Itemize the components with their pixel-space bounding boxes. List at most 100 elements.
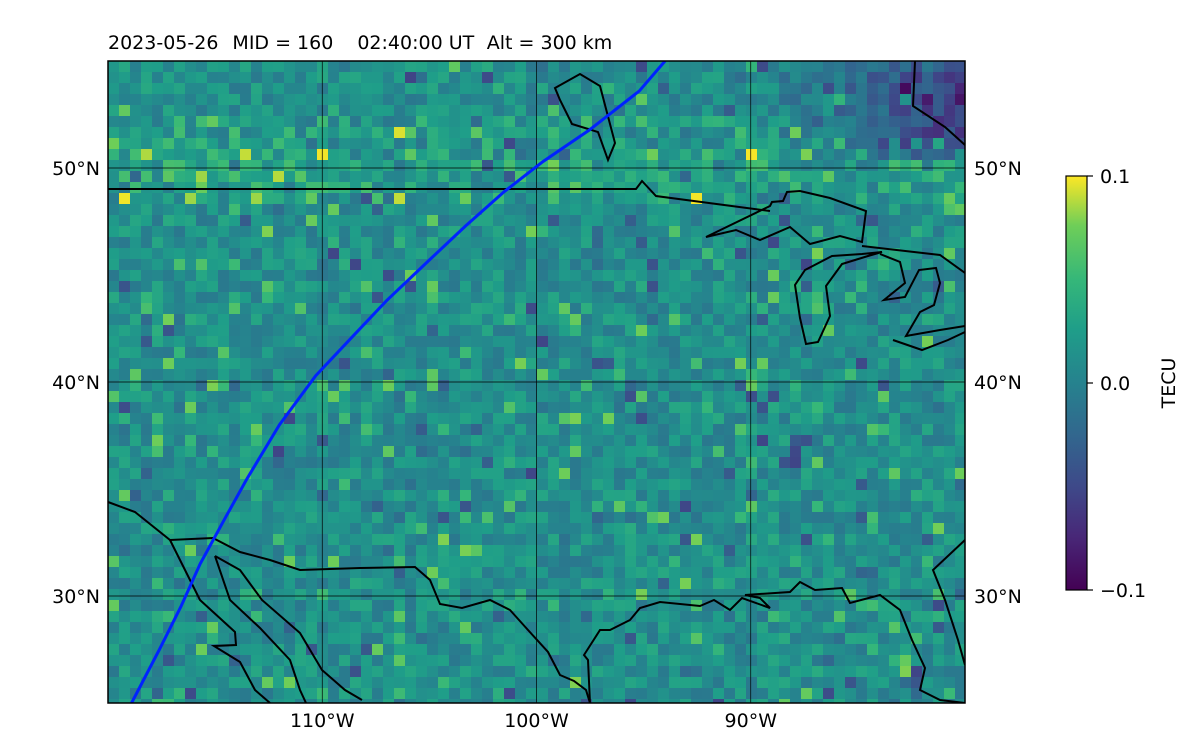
tec-cell (669, 105, 680, 116)
tec-cell (724, 578, 735, 589)
tec-cell (867, 589, 878, 600)
tec-cell (306, 446, 317, 457)
tec-cell (394, 391, 405, 402)
tec-cell (570, 292, 581, 303)
tec-cell (823, 226, 834, 237)
tec-cell (647, 457, 658, 468)
tec-cell (933, 424, 944, 435)
tec-cell (405, 644, 416, 655)
tec-cell (240, 116, 251, 127)
tec-cell (427, 281, 438, 292)
tec-cell (647, 248, 658, 259)
tec-cell (680, 226, 691, 237)
tec-cell (372, 666, 383, 677)
tec-cell (779, 380, 790, 391)
tec-cell (471, 644, 482, 655)
tec-cell (548, 215, 559, 226)
tec-cell (471, 666, 482, 677)
tec-cell (405, 567, 416, 578)
tec-cell (273, 457, 284, 468)
tec-cell (141, 435, 152, 446)
tec-cell (955, 127, 965, 138)
tec-cell (779, 446, 790, 457)
tec-cell (812, 644, 823, 655)
tec-cell (152, 391, 163, 402)
tec-cell (724, 171, 735, 182)
tec-cell (779, 325, 790, 336)
tec-cell (207, 127, 218, 138)
tec-cell (141, 699, 152, 703)
tec-cell (713, 347, 724, 358)
tec-cell (691, 138, 702, 149)
tec-cell (592, 248, 603, 259)
tec-cell (218, 215, 229, 226)
tec-cell (581, 116, 592, 127)
tec-cell (295, 644, 306, 655)
tec-cell (724, 600, 735, 611)
tec-cell (306, 655, 317, 666)
tec-cell (339, 237, 350, 248)
tec-cell (955, 402, 965, 413)
tec-cell (284, 83, 295, 94)
tec-cell (812, 83, 823, 94)
lat-label-right: 40°N (974, 372, 1022, 394)
tec-cell (207, 424, 218, 435)
tec-cell (240, 446, 251, 457)
tec-cell (889, 127, 900, 138)
tec-cell (581, 248, 592, 259)
tec-cell (284, 314, 295, 325)
tec-cell (592, 402, 603, 413)
tec-cell (328, 457, 339, 468)
tec-cell (295, 501, 306, 512)
tec-cell (691, 347, 702, 358)
tec-cell (746, 193, 757, 204)
tec-cell (449, 633, 460, 644)
tec-cell (625, 127, 636, 138)
tec-cell (284, 424, 295, 435)
tec-cell (405, 105, 416, 116)
tec-cell (262, 424, 273, 435)
tec-cell (955, 479, 965, 490)
tec-cell (273, 435, 284, 446)
tec-cell (526, 567, 537, 578)
tec-cell (526, 358, 537, 369)
tec-cell (614, 402, 625, 413)
tec-cell (306, 391, 317, 402)
tec-cell (669, 248, 680, 259)
tec-cell (746, 270, 757, 281)
tec-cell (889, 182, 900, 193)
tec-cell (713, 556, 724, 567)
tec-cell (207, 204, 218, 215)
tec-cell (361, 182, 372, 193)
tec-cell (185, 391, 196, 402)
tec-cell (515, 677, 526, 688)
tec-cell (922, 457, 933, 468)
tec-cell (427, 391, 438, 402)
tec-cell (944, 600, 955, 611)
tec-cell (163, 512, 174, 523)
tec-cell (680, 149, 691, 160)
tec-cell (603, 369, 614, 380)
tec-cell (559, 402, 570, 413)
tec-cell (130, 611, 141, 622)
tec-cell (790, 523, 801, 534)
tec-cell (658, 215, 669, 226)
tec-cell (372, 204, 383, 215)
tec-cell (328, 61, 339, 72)
tec-cell (251, 446, 262, 457)
tec-cell (460, 127, 471, 138)
tec-cell (394, 325, 405, 336)
tec-cell (713, 457, 724, 468)
tec-cell (306, 94, 317, 105)
tec-cell (471, 347, 482, 358)
tec-cell (559, 380, 570, 391)
tec-cell (812, 677, 823, 688)
tec-cell (680, 259, 691, 270)
tec-cell (636, 105, 647, 116)
tec-cell (625, 358, 636, 369)
tec-cell (515, 523, 526, 534)
tec-cell (482, 611, 493, 622)
tec-cell (339, 490, 350, 501)
tec-cell (306, 204, 317, 215)
tec-cell (449, 391, 460, 402)
